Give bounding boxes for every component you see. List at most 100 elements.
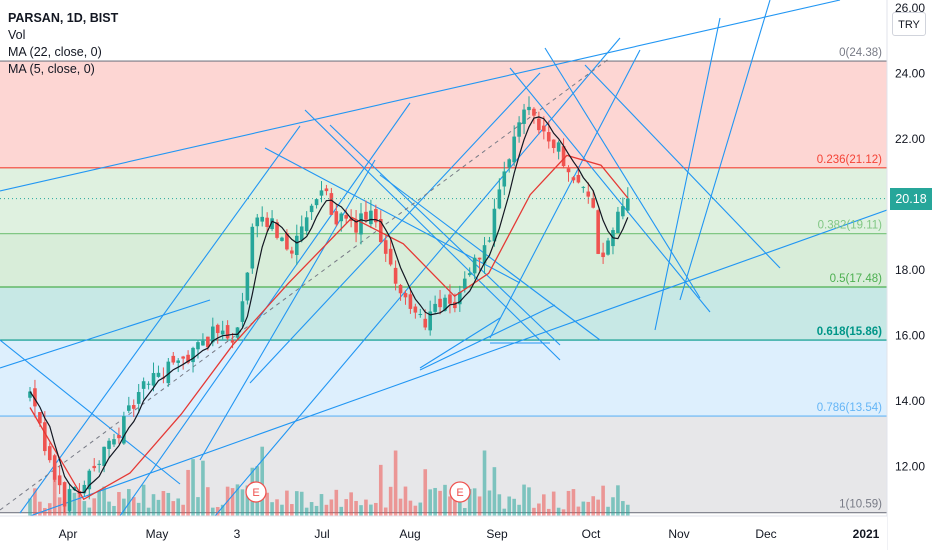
volume-bar [576,506,581,516]
volume-bar [166,492,171,516]
volume-bar [112,505,116,516]
volume-bar [102,486,106,516]
candle-body [117,435,121,439]
volume-bar [299,491,304,516]
volume-bar [408,500,413,516]
volume-bar [433,487,437,516]
volume-bar [176,498,181,516]
candle-body [127,405,131,411]
trendlines[interactable] [0,0,887,516]
fib-label: 0.382(19.11) [818,220,883,232]
volume-bar [601,485,605,516]
volume-bar [487,490,492,516]
volume-bar [542,494,546,516]
volume-bar [329,499,334,516]
symbol-title[interactable]: PARSAN, 1D, BIST [8,11,119,25]
fibonacci-retracement[interactable] [0,60,887,514]
volume-bar [151,494,156,516]
candle-body [591,198,596,208]
trendline [489,49,641,339]
volume-bar [616,485,620,516]
trendline [0,299,211,369]
volume-bar [462,508,467,516]
candle-body [131,405,136,409]
candle-body [181,356,185,359]
candle-body [285,233,289,250]
volume-bar [82,501,87,516]
volume-bar [92,498,97,516]
candle-body [166,361,171,384]
candle-body [255,217,260,227]
candle-body [334,211,339,225]
candle-body [275,222,279,238]
candle-body [67,489,72,511]
candle-body [492,208,497,242]
volume-bar [413,505,418,516]
candle-body [102,446,106,466]
volume-bar [472,488,477,516]
candle-body [551,139,556,148]
volume-bar [537,503,541,516]
trendline [544,47,701,299]
price-tick-label: 22.00 [895,132,925,146]
ma-long-legend[interactable]: MA (22, close, 0) [8,45,102,59]
volume-bar [235,484,240,516]
candle-body [537,118,541,131]
volume-bar [57,497,62,516]
candle-body [304,217,309,232]
volume-bar [181,504,185,516]
candle-body [62,482,67,507]
candle-body [586,191,591,197]
volume-bar [383,507,388,516]
time-axis-background [0,516,887,550]
candle-body [309,205,314,213]
trendline [419,304,556,371]
candle-body [393,267,398,284]
candle-body [616,211,620,233]
time-tick-label: Nov [668,527,689,541]
time-axis[interactable]: Apr May 3 Jul Aug Sep Oct Nov Dec 2021 [0,515,887,550]
candle-body [92,465,97,469]
candle-body [112,439,116,445]
candle-body [260,216,265,222]
volume-bar [522,484,526,516]
volume-legend[interactable]: Vol [8,28,26,42]
candle-body [571,177,576,181]
candle-body [141,381,146,389]
candle-body [482,245,487,264]
time-tick-label: Oct [582,527,601,541]
candle-body [517,122,521,137]
volume-bar [364,499,368,516]
volume-bar [369,504,373,516]
trendline [304,109,561,361]
candle-body [136,392,141,404]
volume-bar [532,507,536,516]
volume-bar [141,484,146,516]
candle-body [324,188,329,192]
candle-body [606,240,610,255]
price-tick-label: 12.00 [895,460,925,474]
candle-body [206,336,210,348]
candle-body [398,285,403,294]
volume-bar [240,489,245,516]
volume-bar [47,503,52,516]
volume-bar [136,502,141,516]
volume-bar [606,506,610,516]
time-tick-label: Dec [755,527,776,541]
volume-bar [477,496,482,516]
candle-body [448,294,452,304]
ma-short-legend[interactable]: MA (5, close, 0) [8,62,95,76]
last-price-tag: 20.18 [890,187,932,210]
earnings-marker-icon [245,481,267,503]
volume-bar [52,465,57,516]
volume-bar [156,499,161,516]
currency-badge[interactable]: TRY [892,12,926,36]
candle-body [487,240,492,242]
candle-body [566,168,571,173]
price-axis-background [887,0,932,550]
candle-body [201,340,205,346]
candle-body [561,146,566,167]
